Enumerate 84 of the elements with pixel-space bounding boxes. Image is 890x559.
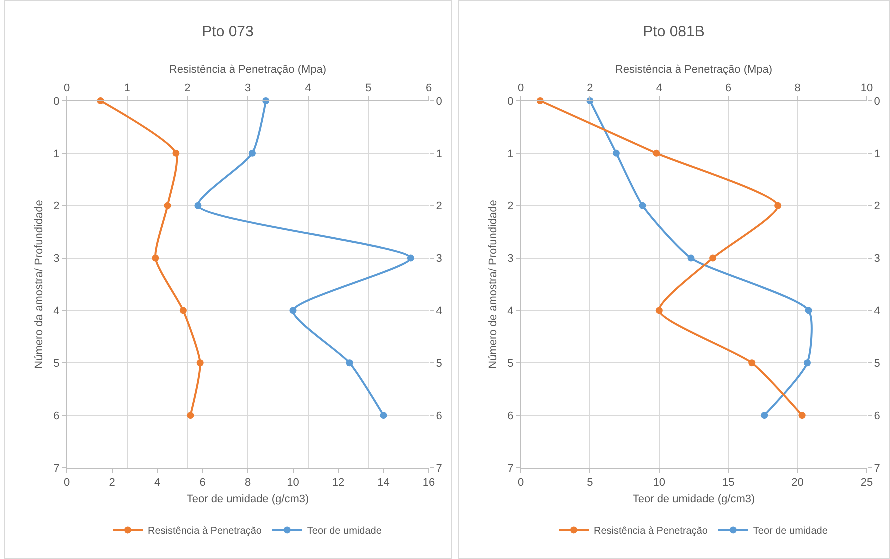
x-tick-label: 2 [109, 477, 116, 490]
y2-tick-label: 5 [436, 358, 442, 370]
x2-tick-label: 4 [656, 82, 662, 95]
x-tick-label: 10 [653, 477, 666, 490]
y-tick-label: 4 [54, 306, 60, 318]
point [761, 412, 768, 420]
y-tick-label: 0 [54, 96, 60, 108]
point [194, 202, 202, 210]
x2-tick-label: 0 [64, 82, 70, 95]
x-tick-label: 20 [792, 477, 804, 490]
point [249, 150, 256, 157]
x-tick-label: 16 [422, 477, 436, 490]
y-axis-title: Número da amostra/ Profundidade [33, 200, 46, 369]
y-tick-label: 2 [508, 200, 514, 213]
point [804, 360, 811, 367]
legend-label: Teor de umidade [753, 526, 828, 538]
y2-tick-label: 5 [874, 358, 880, 370]
x-tick-label: 5 [587, 477, 594, 490]
x2-tick-label: 0 [518, 82, 524, 95]
point [805, 307, 812, 314]
x2-tick-label: 6 [426, 82, 432, 95]
y-axis-title: Número de amostra/ Profundidade [487, 200, 500, 369]
x-tick-label: 0 [64, 477, 70, 490]
y-tick-label: 5 [54, 358, 60, 370]
y2-tick-label: 6 [436, 410, 442, 422]
x-tick-label: 25 [860, 477, 874, 490]
x2-tick-label: 1 [124, 82, 130, 95]
x-axis-title: Teor de umidade (g/cm3) [632, 493, 756, 506]
x-tick-label: 15 [722, 477, 735, 490]
y2-tick-label: 2 [874, 200, 880, 213]
y2-tick-label: 4 [874, 306, 880, 318]
chart-title: Pto 081B [643, 24, 705, 41]
x2-axis-title: Resistência à Penetração (Mpa) [169, 64, 327, 76]
y2-tick-label: 3 [874, 253, 880, 266]
y2-tick-label: 1 [874, 148, 880, 160]
x2-tick-label: 6 [726, 82, 732, 95]
y2-tick-label: 7 [436, 462, 442, 475]
y-tick-label: 0 [508, 96, 514, 108]
y-tick-label: 3 [508, 253, 514, 266]
y-tick-label: 6 [508, 410, 514, 422]
y2-tick-label: 0 [436, 96, 442, 108]
x2-tick-label: 4 [305, 82, 312, 95]
y-tick-label: 7 [54, 462, 60, 475]
legend-label: Teor de umidade [307, 526, 382, 538]
point [290, 307, 297, 314]
x2-tick-label: 5 [366, 82, 372, 95]
x-axis-title: Teor de umidade (g/cm3) [186, 493, 310, 506]
y-tick-label: 2 [54, 200, 60, 213]
y2-tick-label: 7 [874, 462, 880, 475]
y2-tick-label: 4 [436, 306, 442, 318]
x2-tick-label: 8 [794, 82, 801, 95]
x2-tick-label: 10 [860, 82, 874, 95]
y2-tick-label: 0 [874, 96, 880, 108]
point [380, 412, 388, 420]
x2-tick-label: 3 [244, 82, 252, 95]
y-tick-label: 1 [508, 148, 514, 160]
point [639, 202, 646, 210]
x-tick-label: 12 [332, 477, 345, 490]
y-tick-label: 7 [508, 462, 514, 475]
y2-tick-label: 6 [874, 410, 880, 422]
legend-label: Resistência à Penetração [594, 526, 708, 538]
x2-tick-label: 2 [184, 82, 191, 95]
x-tick-label: 14 [378, 477, 390, 490]
y-tick-label: 1 [54, 148, 60, 160]
x2-tick-label: 2 [587, 82, 594, 95]
point [613, 150, 620, 157]
chart-title: Pto 073 [202, 24, 254, 41]
x-tick-label: 0 [518, 477, 524, 490]
y-tick-label: 3 [54, 253, 60, 266]
y2-tick-label: 3 [436, 253, 442, 266]
point [346, 360, 354, 367]
point [407, 254, 414, 262]
x-tick-label: 4 [154, 477, 161, 490]
y2-tick-label: 2 [436, 200, 442, 213]
point [688, 254, 695, 262]
x-tick-label: 6 [200, 477, 206, 490]
y-tick-label: 5 [508, 358, 514, 370]
x-tick-label: 8 [244, 477, 252, 490]
y-tick-label: 6 [54, 410, 60, 422]
legend-label: Resistência à Penetração [148, 526, 262, 538]
x2-axis-title: Resistência à Penetração (Mpa) [615, 64, 773, 76]
y-tick-label: 4 [508, 306, 514, 318]
y2-tick-label: 1 [436, 148, 442, 160]
x-tick-label: 10 [287, 477, 300, 490]
